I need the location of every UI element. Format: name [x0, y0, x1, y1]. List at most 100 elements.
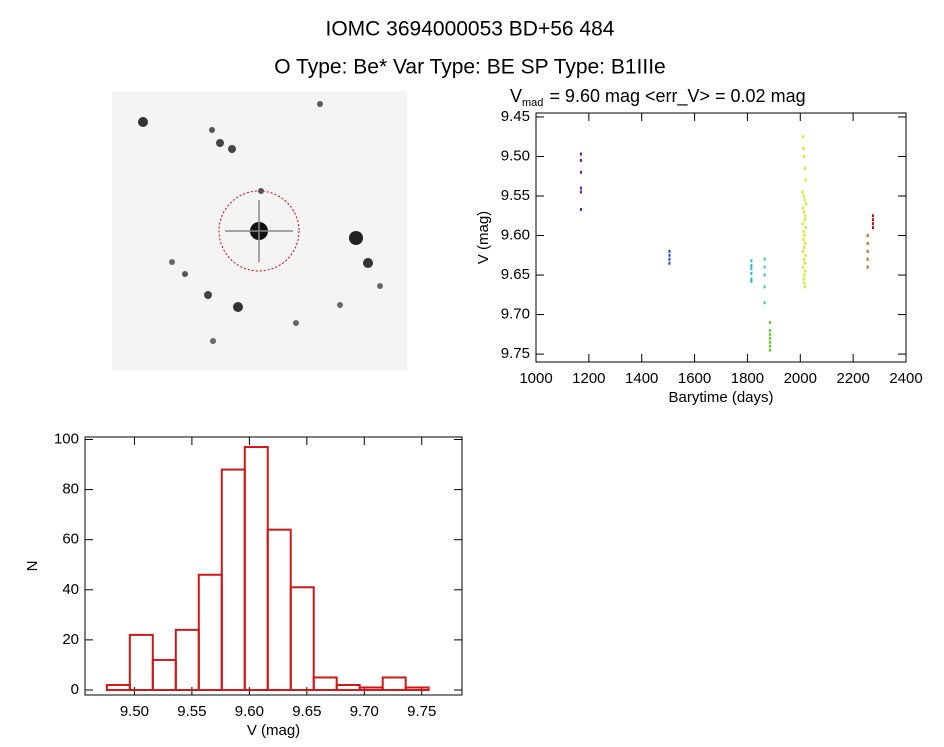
- figure-title: IOMC 3694000053 BD+56 484: [326, 18, 615, 41]
- x-tick-label: 1000: [519, 370, 552, 387]
- y-tick-label: 9.75: [501, 345, 530, 362]
- data-point: [768, 340, 771, 344]
- data-point: [801, 135, 804, 139]
- data-point: [804, 241, 807, 245]
- data-point: [803, 261, 806, 265]
- data-point: [579, 158, 582, 162]
- data-point: [804, 253, 807, 257]
- data-point: [750, 271, 753, 275]
- data-point: [579, 207, 582, 211]
- data-point: [803, 273, 806, 277]
- data-point: [802, 257, 805, 261]
- title-part: mad: [522, 97, 543, 109]
- x-tick-label: 9.75: [407, 703, 436, 720]
- y-tick-label: 0: [71, 681, 79, 698]
- y-tick-label: 100: [54, 430, 79, 447]
- star-image: [112, 91, 407, 371]
- y-tick-label: 9.65: [501, 266, 530, 283]
- data-point: [803, 281, 806, 285]
- title-part: V: [510, 86, 522, 106]
- data-point: [871, 214, 874, 218]
- data-point: [803, 198, 806, 202]
- x-tick-label: 2200: [836, 370, 869, 387]
- data-point: [804, 285, 807, 289]
- histogram-bar: [335, 683, 361, 691]
- chart-title: Vmad = 9.60 mag <err_V> = 0.02 mag: [510, 86, 806, 109]
- y-tick-label: 9.55: [501, 187, 530, 204]
- histogram-bar: [197, 573, 223, 691]
- star: [209, 127, 215, 133]
- data-point: [579, 190, 582, 194]
- data-point: [750, 277, 753, 281]
- data-point: [668, 253, 671, 257]
- star: [293, 320, 299, 326]
- y-tick-label: 9.45: [501, 108, 530, 125]
- x-tick-label: 9.60: [235, 703, 264, 720]
- star: [182, 271, 188, 277]
- x-tick-label: 2000: [784, 370, 817, 387]
- data-point: [763, 301, 766, 305]
- data-point: [768, 332, 771, 336]
- data-point: [803, 234, 806, 238]
- x-tick-label: 9.55: [177, 703, 206, 720]
- histogram-bar: [151, 658, 177, 691]
- x-tick-label: 9.70: [350, 703, 379, 720]
- y-tick-label: 9.60: [501, 226, 530, 243]
- plot-frame: [535, 112, 907, 363]
- y-tick-label: 9.50: [501, 147, 530, 164]
- data-point: [804, 166, 807, 170]
- data-point: [802, 277, 805, 281]
- data-point: [866, 265, 869, 269]
- star: [204, 291, 212, 299]
- data-point: [866, 234, 869, 238]
- y-tick-label: 20: [62, 631, 79, 648]
- histogram-bar: [220, 468, 246, 691]
- x-tick-label: 1400: [625, 370, 658, 387]
- y-axis-label: V (mag): [475, 211, 492, 264]
- plot-frame: [84, 436, 463, 696]
- data-point: [763, 265, 766, 269]
- data-point: [579, 170, 582, 174]
- data-point: [579, 186, 582, 190]
- data-point: [802, 210, 805, 214]
- star: [233, 302, 243, 312]
- x-tick-label: 1600: [678, 370, 711, 387]
- data-point: [768, 344, 771, 348]
- data-point: [801, 190, 804, 194]
- data-point: [750, 264, 753, 268]
- histogram-bar: [358, 686, 384, 691]
- data-point: [801, 249, 804, 253]
- data-point: [750, 259, 753, 263]
- star: [138, 117, 148, 127]
- data-point: [802, 230, 805, 234]
- data-point: [763, 257, 766, 261]
- histogram-bar: [243, 446, 269, 691]
- x-tick-label: 2400: [889, 370, 922, 387]
- y-tick-label: 9.70: [501, 306, 530, 323]
- data-point: [866, 257, 869, 261]
- data-point: [804, 214, 807, 218]
- data-point: [579, 152, 582, 156]
- star: [228, 145, 236, 153]
- x-axis-label: Barytime (days): [668, 389, 773, 406]
- y-tick-label: 80: [62, 481, 79, 498]
- data-point: [804, 269, 807, 273]
- x-tick-label: 1800: [731, 370, 764, 387]
- x-axis-label: V (mag): [247, 722, 300, 739]
- histogram-bar: [381, 676, 407, 691]
- histogram-bar: [404, 686, 430, 691]
- histogram-bar: [266, 528, 292, 691]
- star: [317, 101, 323, 107]
- star: [349, 231, 363, 245]
- data-point: [871, 226, 874, 230]
- data-point: [768, 328, 771, 332]
- star: [210, 338, 216, 344]
- data-point: [802, 194, 805, 198]
- data-point: [801, 222, 804, 226]
- y-tick-label: 40: [62, 581, 79, 598]
- data-point: [803, 218, 806, 222]
- star: [363, 258, 373, 268]
- data-point: [802, 237, 805, 241]
- data-point: [750, 279, 753, 283]
